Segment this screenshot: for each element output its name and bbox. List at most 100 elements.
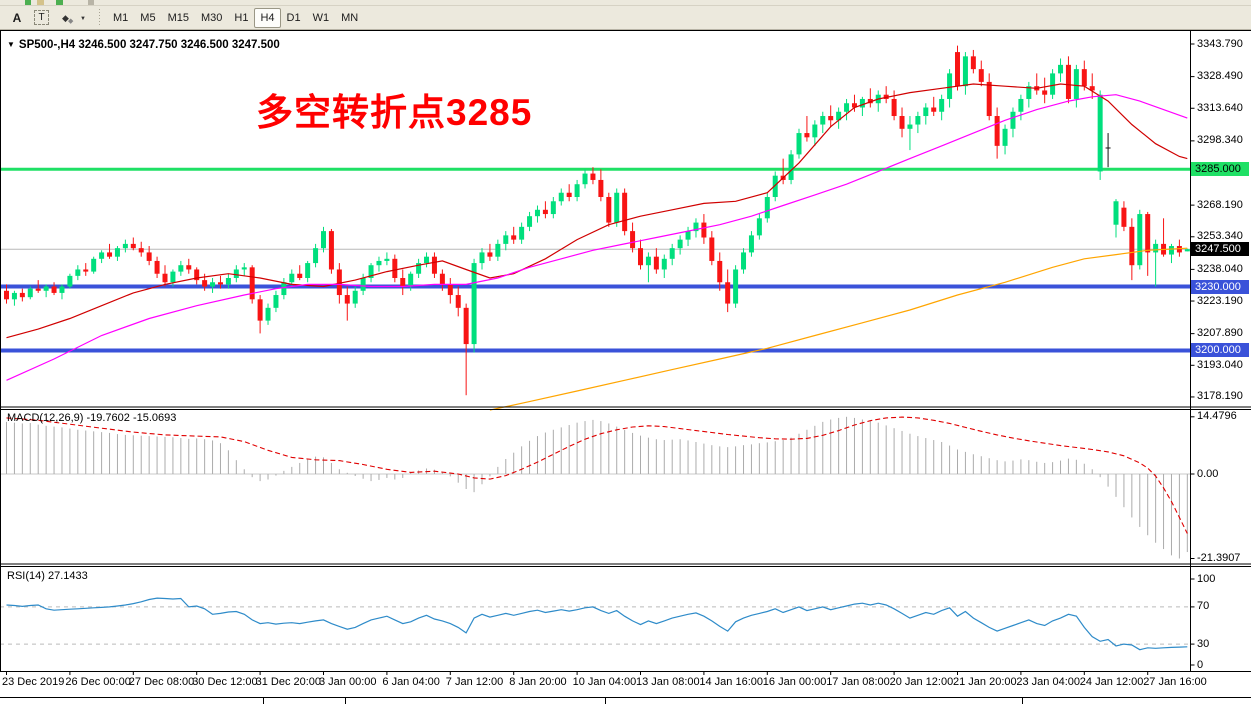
bull-candle-body <box>1002 128 1008 146</box>
rsi-axis-label: 70 <box>1197 600 1210 613</box>
time-axis-label: 24 Jan 12:00 <box>1079 676 1144 688</box>
bear-candle-body <box>970 56 976 70</box>
bear-candle-body <box>51 286 57 293</box>
bull-candle-body <box>313 248 319 264</box>
bull-candle-body <box>748 235 754 253</box>
bull-candle-body <box>1058 64 1064 74</box>
level-price-badge: 3230.000 <box>1191 279 1249 294</box>
price-axis-label: 3298.340 <box>1197 134 1243 147</box>
bear-candle-body <box>701 222 707 238</box>
active-chart-tab[interactable] <box>263 697 346 704</box>
macd-axis-label: 14.4796 <box>1197 410 1237 423</box>
bull-candle-body <box>273 295 279 308</box>
macd-indicator-label: MACD(12,26,9) -19.7602 -15.0693 <box>7 412 177 424</box>
chart-canvas[interactable] <box>0 30 1251 704</box>
time-axis-label: 14 Jan 16:00 <box>699 676 764 688</box>
bull-candle-body <box>741 252 747 270</box>
bull-candle-body <box>669 248 675 259</box>
bear-candle-body <box>249 267 255 300</box>
bull-candle-body <box>233 269 239 278</box>
bull-candle-body <box>114 248 120 257</box>
bull-candle-body <box>844 103 850 112</box>
bear-candle-body <box>1121 207 1127 227</box>
bear-candle-body <box>1145 214 1151 253</box>
price-axis-label: 3343.790 <box>1197 37 1243 50</box>
current-price-badge: 3247.500 <box>1191 242 1249 257</box>
bull-candle-body <box>376 260 382 266</box>
bear-candle-body <box>978 69 984 82</box>
bear-candle-body <box>107 252 113 257</box>
bull-candle-body <box>75 269 81 276</box>
price-axis-label: 3268.190 <box>1197 198 1243 211</box>
bull-candle-body <box>685 231 691 240</box>
time-axis-label: 3 Jan 00:00 <box>319 676 377 688</box>
bear-candle-body <box>392 258 398 278</box>
timeframe-m30-button[interactable]: M30 <box>200 11 223 24</box>
price-axis-label: 3253.340 <box>1197 230 1243 243</box>
price-axis-label: 3328.490 <box>1197 70 1243 83</box>
bull-candle-body <box>677 239 683 249</box>
bear-candle-body <box>328 231 334 270</box>
bull-candle-body <box>1113 201 1119 225</box>
bull-candle-body <box>27 288 33 298</box>
font-tool-button[interactable]: A <box>12 10 22 25</box>
price-axis-label: 3207.890 <box>1197 327 1243 340</box>
timeframe-d1-button[interactable]: D1 <box>286 11 301 24</box>
level-price-badge: 3285.000 <box>1191 162 1249 177</box>
bear-candle-body <box>146 252 152 261</box>
bull-candle-body <box>321 231 326 249</box>
timeframe-h4-button[interactable]: H4 <box>254 7 281 28</box>
shapes-dropdown-button[interactable]: ◆ ◆ ▼ <box>55 8 89 28</box>
bear-candle-body <box>400 277 406 287</box>
bear-candle-body <box>717 260 723 283</box>
bull-candle-body <box>1026 86 1032 99</box>
bear-candle-body <box>542 209 548 215</box>
timeframe-m1-button[interactable]: M1 <box>113 11 129 24</box>
bull-candle-body <box>812 124 818 138</box>
bear-candle-body <box>994 116 1000 146</box>
text-tool-button[interactable]: T <box>28 8 55 28</box>
bear-candle-body <box>709 237 715 261</box>
chart-region[interactable]: ▼ SP500-,H4 3246.500 3247.750 3246.500 32… <box>0 30 1251 704</box>
bear-candle-body <box>83 269 89 272</box>
bull-candle-body <box>836 111 842 121</box>
bull-candle-body <box>408 273 414 287</box>
bear-candle-body <box>638 248 643 266</box>
bear-candle-body <box>867 98 873 104</box>
timeframe-w1-button[interactable]: W1 <box>312 11 330 24</box>
toolbar-grip[interactable] <box>97 8 102 27</box>
bear-candle-body <box>986 81 992 117</box>
ma-fast-line <box>6 83 1188 339</box>
icon-fragment <box>88 0 94 5</box>
timeframe-m5-button[interactable]: M5 <box>140 11 156 24</box>
bull-candle-body <box>574 184 580 198</box>
rsi-axis-label: 100 <box>1197 572 1216 585</box>
bull-candle-body <box>820 116 826 125</box>
bull-candle-body <box>368 265 374 278</box>
bull-candle-body <box>67 275 73 287</box>
rsi-indicator-label: RSI(14) 27.1433 <box>7 570 88 582</box>
time-axis-label: 21 Jan 20:00 <box>953 676 1017 688</box>
bull-candle-body <box>788 154 794 180</box>
bull-candle-body <box>360 277 366 291</box>
time-axis-label: 17 Jan 08:00 <box>826 676 890 688</box>
chart-text-annotation[interactable]: 多空转折点3285 <box>256 92 533 133</box>
bear-candle-body <box>598 179 604 198</box>
timeframe-h1-button[interactable]: H1 <box>234 11 249 24</box>
bear-candle-body <box>630 231 636 249</box>
symbol-dropdown-icon[interactable]: ▼ <box>7 40 15 49</box>
icon-fragment <box>25 0 31 5</box>
timeframe-m15-button[interactable]: M15 <box>167 11 189 24</box>
bear-candle-body <box>1089 86 1095 91</box>
bear-candle-body <box>162 273 168 283</box>
bull-candle-body <box>764 197 770 219</box>
timeframe-mn-button[interactable]: MN <box>341 11 359 24</box>
bull-candle-body <box>527 216 533 227</box>
bear-candle-body <box>1176 246 1182 253</box>
ohlc-quote: SP500-,H4 3246.500 3247.750 3246.500 324… <box>18 39 280 51</box>
tab-divider <box>605 698 606 704</box>
time-axis-label: 7 Jan 12:00 <box>445 676 504 688</box>
bull-candle-body <box>756 218 762 236</box>
level-price-badge: 3200.000 <box>1191 343 1249 358</box>
rsi-axis-label: 30 <box>1197 637 1210 650</box>
